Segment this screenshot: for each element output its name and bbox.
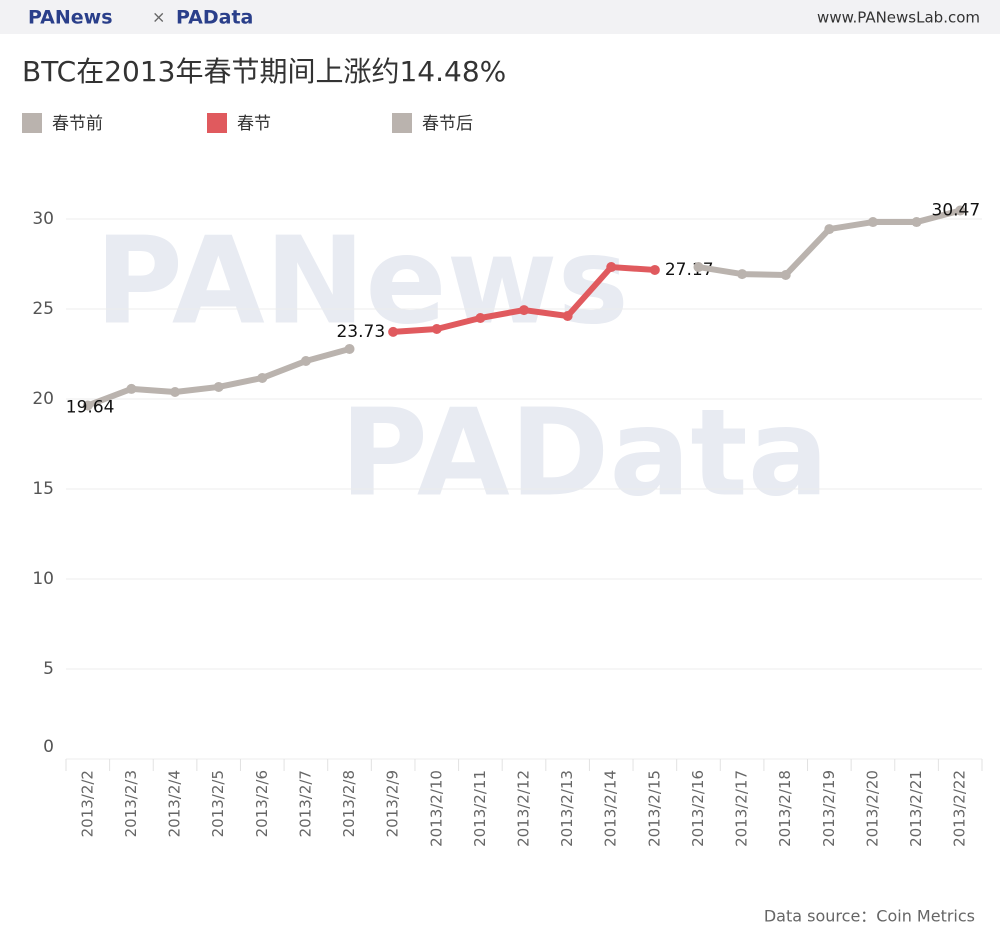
data-point [475,313,486,323]
separator: × [152,8,165,27]
legend-label: 春节后 [422,114,473,134]
x-tick-label: 2013/2/4 [166,770,184,837]
x-tick-label: 2013/2/21 [907,770,925,847]
data-point [344,343,355,354]
y-tick-label: 15 [32,479,54,499]
data-label: 19.64 [66,397,115,417]
series-line [86,346,351,409]
x-tick-label: 2013/2/20 [863,770,881,847]
legend-swatch [392,113,412,133]
data-point [82,400,93,411]
logo: PAData [176,7,253,29]
x-tick-label: 2013/2/15 [645,770,663,847]
x-tick-label: 2013/2/12 [515,770,533,847]
site-url: www.PANewsLab.com [817,9,980,27]
data-point [257,372,268,383]
watermark: PANews [95,213,629,352]
data-point [519,305,529,316]
legend-swatch [22,113,42,133]
legend-label: 春节 [237,114,271,134]
x-tick-label: 2013/2/3 [122,770,140,837]
data-point [126,383,137,394]
chart-title: BTC在2013年春节期间上涨约14.48% [22,55,506,88]
data-point [213,381,224,392]
data-point [737,269,748,280]
y-tick-label: 10 [32,569,54,589]
y-tick-label: 25 [32,299,54,319]
watermark: PAData [340,385,829,524]
data-point [431,323,442,334]
data-label: 30.47 [932,201,981,221]
data-point [867,217,878,228]
data-point [300,356,311,367]
data-point [911,217,922,228]
data-point [649,264,660,275]
header-bar [0,0,1000,34]
y-tick-label: 0 [43,737,54,757]
x-tick-label: 2013/2/10 [427,770,445,847]
legend-label: 春节前 [52,114,103,134]
logo: PANews [28,7,113,29]
data-point [693,262,704,273]
data-point [170,386,181,397]
x-tick-label: 2013/2/5 [209,770,227,837]
data-point [824,224,835,235]
x-tick-label: 2013/2/2 [78,770,96,837]
y-tick-label: 20 [32,389,54,409]
x-tick-label: 2013/2/19 [820,770,838,847]
data-point [562,311,573,322]
y-tick-label: 30 [32,209,54,229]
x-tick-label: 2013/2/16 [689,770,707,847]
y-tick-label: 5 [43,659,54,679]
data-label: 23.73 [336,322,385,342]
x-tick-label: 2013/2/13 [558,770,576,847]
data-point [606,262,617,273]
x-tick-label: 2013/2/14 [602,770,620,847]
data-point [780,269,791,280]
x-tick-label: 2013/2/17 [733,770,751,847]
x-tick-label: 2013/2/9 [384,770,402,837]
source: Data source：Coin Metrics [764,907,975,926]
data-point [388,326,399,337]
legend-swatch [207,113,227,133]
data-point [955,205,966,216]
x-tick-label: 2013/2/11 [471,770,489,847]
x-tick-label: 2013/2/8 [340,770,358,837]
x-tick-label: 2013/2/7 [296,770,314,837]
x-tick-label: 2013/2/18 [776,770,794,847]
x-tick-label: 2013/2/22 [951,770,969,847]
x-tick-label: 2013/2/6 [253,770,271,837]
